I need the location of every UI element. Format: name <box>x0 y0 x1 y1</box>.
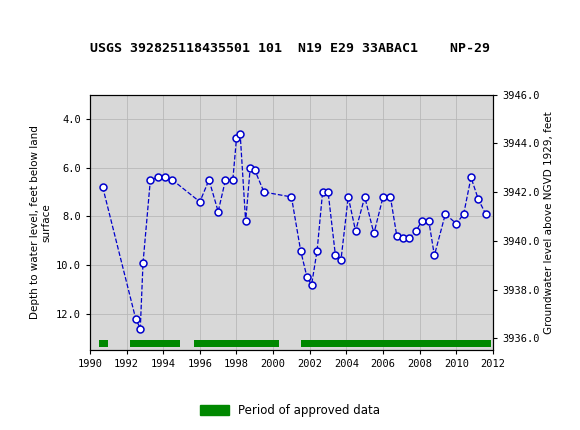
Bar <box>310 340 491 347</box>
Bar <box>300 340 310 347</box>
Y-axis label: Groundwater level above NGVD 1929, feet: Groundwater level above NGVD 1929, feet <box>543 111 554 334</box>
Y-axis label: Depth to water level, feet below land
surface: Depth to water level, feet below land su… <box>30 126 52 319</box>
Bar <box>130 340 180 347</box>
Bar <box>194 340 278 347</box>
Text: USGS 392825118435501 101  N19 E29 33ABAC1    NP-29: USGS 392825118435501 101 N19 E29 33ABAC1… <box>90 42 490 55</box>
Legend: Period of approved data: Period of approved data <box>195 399 385 422</box>
Bar <box>99 340 108 347</box>
Text: ▒USGS: ▒USGS <box>7 9 61 31</box>
